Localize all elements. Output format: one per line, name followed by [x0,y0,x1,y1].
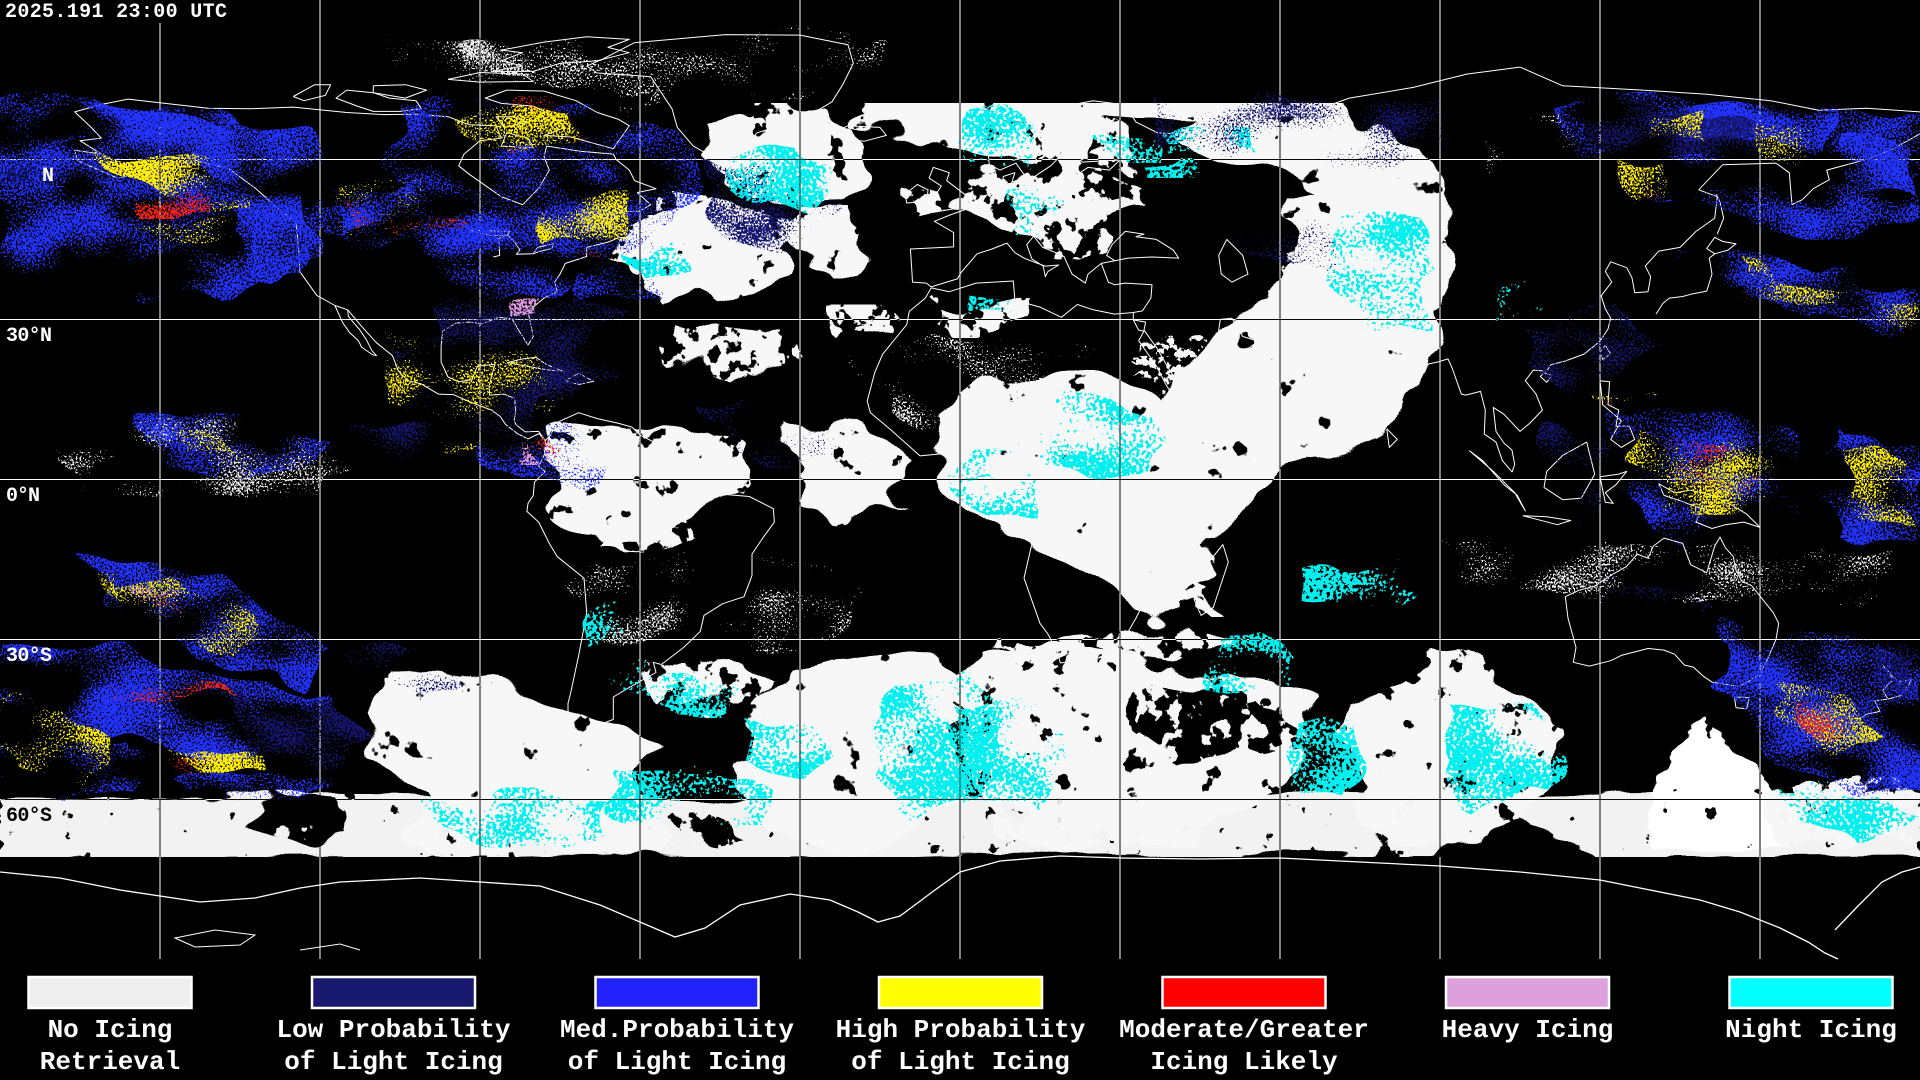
svg-text:of Light Icing: of Light Icing [851,1047,1069,1077]
svg-text:60°: 60° [6,165,39,188]
svg-text:Moderate/Greater: Moderate/Greater [1119,1015,1369,1045]
svg-text:Night Icing: Night Icing [1725,1015,1897,1045]
svg-text:60°S: 60°S [6,805,52,828]
svg-text:30°N: 30°N [6,325,52,348]
svg-text:2025.191 23:00 UTC: 2025.191 23:00 UTC [5,1,227,24]
svg-text:Icing Likely: Icing Likely [1150,1047,1338,1077]
svg-text:High Probability: High Probability [836,1015,1086,1045]
svg-text:No Icing: No Icing [48,1015,173,1045]
svg-text:Retrieval: Retrieval [40,1047,180,1077]
svg-text:Low Probability: Low Probability [276,1015,510,1045]
svg-text:0°N: 0°N [6,485,40,508]
svg-text:of Light Icing: of Light Icing [284,1047,502,1077]
svg-text:Heavy Icing: Heavy Icing [1442,1015,1614,1045]
svg-text:30°S: 30°S [6,645,52,668]
svg-text:N: N [42,165,54,188]
svg-text:of Light Icing: of Light Icing [568,1047,786,1077]
svg-text:Med.Probability: Med.Probability [560,1015,794,1045]
